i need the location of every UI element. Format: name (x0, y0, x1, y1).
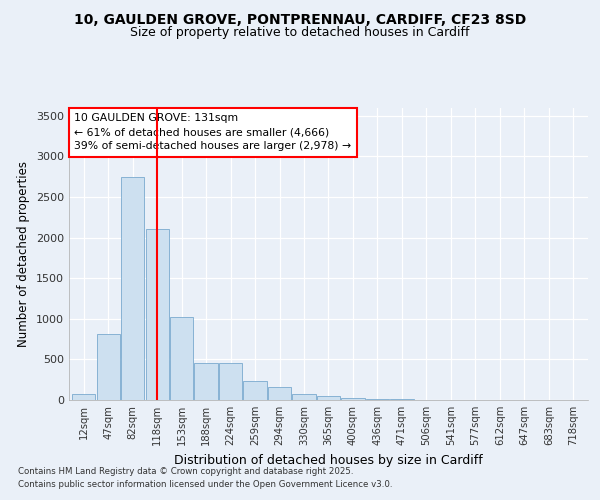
Bar (268, 387, 291, 400)
Bar (292, 394, 316, 400)
Bar (121, 176, 144, 400)
Bar (97, 334, 120, 400)
Text: 10 GAULDEN GROVE: 131sqm
← 61% of detached houses are smaller (4,666)
39% of sem: 10 GAULDEN GROVE: 131sqm ← 61% of detach… (74, 114, 352, 152)
Bar (146, 230, 169, 400)
X-axis label: Distribution of detached houses by size in Cardiff: Distribution of detached houses by size … (174, 454, 483, 466)
Bar (194, 362, 218, 400)
Bar (72, 394, 95, 400)
Text: Contains public sector information licensed under the Open Government Licence v3: Contains public sector information licen… (18, 480, 392, 489)
Bar (391, 399, 413, 400)
Bar (170, 317, 193, 400)
Text: 10, GAULDEN GROVE, PONTPRENNAU, CARDIFF, CF23 8SD: 10, GAULDEN GROVE, PONTPRENNAU, CARDIFF,… (74, 12, 526, 26)
Text: Contains HM Land Registry data © Crown copyright and database right 2025.: Contains HM Land Registry data © Crown c… (18, 467, 353, 476)
Bar (219, 362, 242, 400)
Text: Size of property relative to detached houses in Cardiff: Size of property relative to detached ho… (130, 26, 470, 39)
Bar (341, 398, 365, 400)
Y-axis label: Number of detached properties: Number of detached properties (17, 161, 31, 347)
Bar (244, 382, 266, 400)
Bar (366, 398, 389, 400)
Bar (317, 396, 340, 400)
